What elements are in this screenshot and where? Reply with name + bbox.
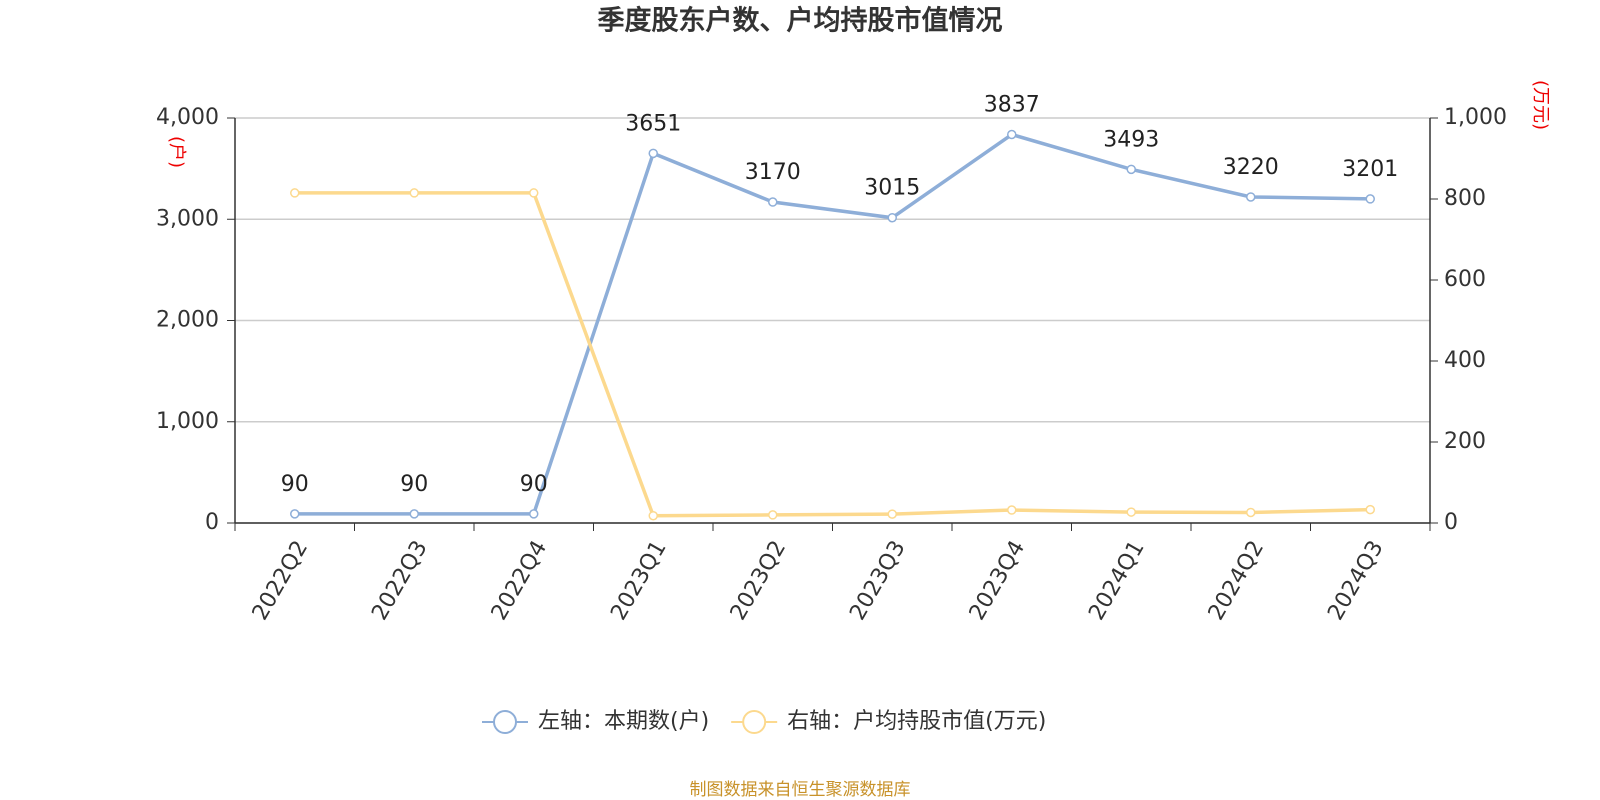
point	[529, 188, 539, 198]
point	[1365, 504, 1375, 515]
y2-tick-label: 0	[1444, 510, 1458, 535]
data-label: 3201	[1342, 157, 1398, 182]
point	[648, 148, 658, 159]
point	[409, 188, 419, 198]
point	[529, 509, 539, 519]
y-axis-label: (户)	[166, 136, 187, 168]
x-tick-label: 2023Q4	[965, 537, 1030, 625]
data-label: 90	[400, 472, 428, 497]
data-label: 3837	[984, 93, 1040, 118]
point	[1246, 192, 1256, 202]
y2-tick-label: 400	[1444, 348, 1486, 373]
data-label: 3651	[625, 111, 681, 136]
y2-tick-label: 800	[1444, 186, 1486, 211]
legend-marker	[493, 710, 517, 734]
y-tick-label: 0	[205, 510, 219, 535]
series-line	[294, 191, 1371, 518]
data-label: 3170	[745, 160, 801, 185]
x-tick-label: 2024Q2	[1204, 537, 1269, 625]
series-line	[294, 132, 1371, 516]
x-tick-label: 2024Q1	[1084, 537, 1149, 625]
x-tick-label: 2022Q3	[367, 537, 432, 625]
point	[409, 509, 419, 519]
y2-tick-label: 200	[1444, 429, 1486, 454]
point	[290, 509, 300, 519]
point	[1126, 164, 1136, 175]
point	[887, 509, 897, 519]
y-tick-label: 1,000	[156, 409, 219, 434]
chart-title: 季度股东户数、户均持股市值情况	[598, 5, 1003, 37]
x-tick-label: 2022Q4	[487, 537, 552, 625]
point	[1007, 129, 1017, 140]
y2-tick-label: 1,000	[1444, 105, 1507, 130]
point	[648, 510, 658, 521]
point	[1365, 194, 1375, 204]
x-tick-label: 2023Q1	[606, 537, 671, 625]
point	[887, 212, 897, 223]
legend-marker	[742, 710, 767, 734]
y-tick-label: 2,000	[156, 308, 219, 333]
source-note: 制图数据来自恒生聚源数据库	[690, 780, 911, 800]
point	[1007, 505, 1017, 515]
legend-label: 右轴：户均持股市值(万元)	[787, 709, 1046, 734]
data-label: 90	[520, 472, 548, 497]
x-tick-label: 2024Q3	[1323, 537, 1388, 625]
y2-axis-label: (万元)	[1530, 80, 1551, 130]
data-label: 3220	[1223, 155, 1279, 180]
data-label: 3015	[864, 176, 920, 201]
y2-tick-label: 600	[1444, 267, 1486, 292]
x-tick-label: 2023Q3	[845, 537, 910, 625]
legend-label: 左轴：本期数(户)	[538, 709, 709, 734]
point	[290, 188, 300, 198]
data-label: 90	[281, 472, 309, 497]
data-label: 3493	[1103, 127, 1159, 152]
x-tick-label: 2022Q2	[248, 537, 313, 625]
point	[768, 510, 778, 520]
point	[1126, 507, 1136, 517]
x-tick-label: 2023Q2	[726, 537, 791, 625]
y-tick-label: 4,000	[156, 105, 219, 130]
y-tick-label: 3,000	[156, 206, 219, 231]
point	[768, 197, 778, 207]
point	[1246, 507, 1256, 518]
